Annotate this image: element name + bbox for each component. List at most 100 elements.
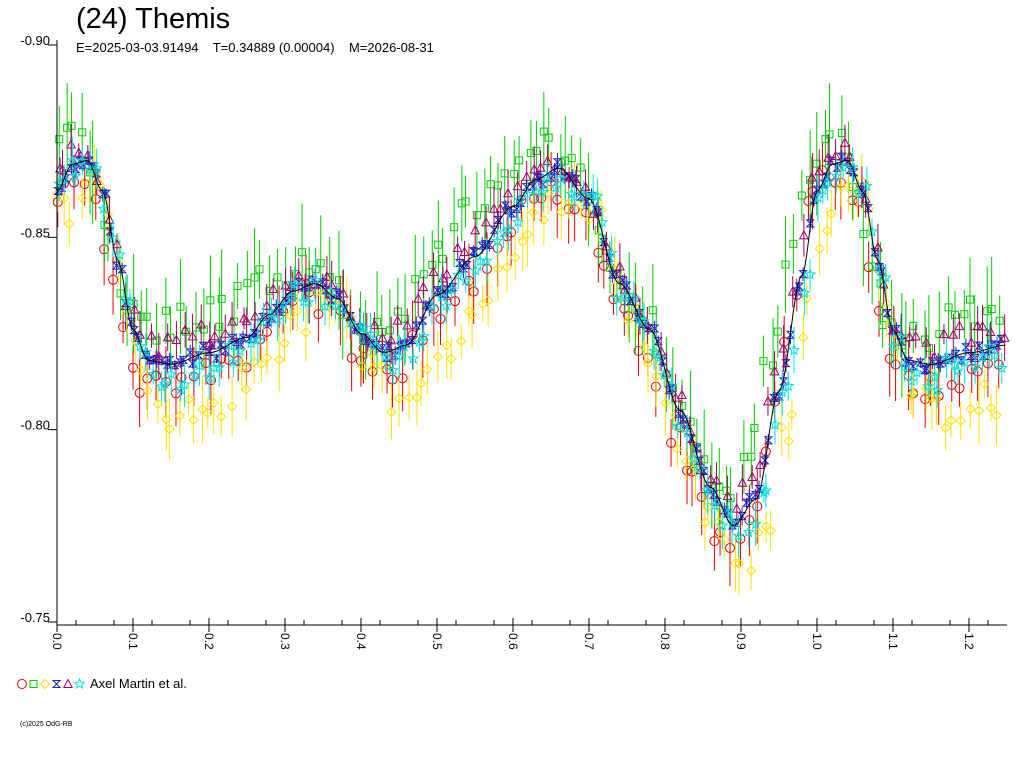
data-point <box>489 225 499 234</box>
data-point <box>860 179 873 192</box>
data-point <box>965 403 976 415</box>
data-point <box>801 293 813 304</box>
data-point <box>722 490 733 501</box>
data-point <box>787 343 800 356</box>
data-point <box>542 187 554 199</box>
data-point <box>650 371 662 382</box>
data-point <box>768 418 781 430</box>
data-point <box>377 344 388 353</box>
data-point <box>329 299 342 312</box>
data-point <box>969 360 982 373</box>
data-point <box>927 357 938 366</box>
data-point <box>392 314 403 325</box>
data-point <box>530 184 543 196</box>
data-point <box>666 384 676 393</box>
data-point <box>966 337 977 347</box>
data-point <box>787 286 798 296</box>
data-point <box>843 180 854 191</box>
data-point <box>273 273 282 282</box>
data-point <box>744 515 755 526</box>
legend-marker-6 <box>73 677 86 690</box>
data-point <box>965 295 974 304</box>
data-point <box>639 341 650 353</box>
data-point <box>116 289 125 298</box>
data-point <box>839 137 850 147</box>
data-point <box>797 191 806 200</box>
data-point <box>745 565 757 576</box>
data-point <box>111 238 123 249</box>
data-point <box>950 310 959 319</box>
data-point <box>64 218 75 230</box>
data-point <box>985 402 997 414</box>
data-point <box>250 310 261 321</box>
data-point <box>196 318 207 329</box>
data-point <box>446 353 457 365</box>
data-point <box>737 477 748 487</box>
data-point <box>480 254 493 267</box>
data-point <box>208 397 219 409</box>
data-point <box>459 246 470 256</box>
data-point <box>944 303 953 312</box>
legend-symbols <box>17 677 86 690</box>
data-point <box>165 367 178 380</box>
legend: Axel Martin et al. <box>16 675 187 693</box>
data-point <box>873 262 886 274</box>
data-point <box>66 138 77 149</box>
data-point <box>466 309 478 320</box>
data-point <box>512 180 523 191</box>
data-point <box>209 330 220 341</box>
data-point <box>825 208 837 219</box>
data-point <box>633 313 646 325</box>
data-point <box>142 312 151 321</box>
data-point <box>244 337 258 349</box>
x-tick-label: 0.9 <box>734 633 748 650</box>
data-point <box>581 197 592 206</box>
data-point <box>197 404 208 415</box>
data-point <box>393 349 406 362</box>
x-tick-label: 1.0 <box>810 633 824 650</box>
data-point <box>622 281 632 290</box>
y-tick-label: -0.75 <box>20 610 50 625</box>
data-point <box>387 374 398 385</box>
data-point <box>215 322 224 331</box>
data-point <box>356 360 368 372</box>
data-point <box>564 172 575 182</box>
data-point <box>513 193 526 206</box>
data-point <box>233 281 242 290</box>
data-point <box>452 242 463 252</box>
data-point <box>386 363 400 376</box>
data-point <box>681 455 692 467</box>
data-point <box>226 401 238 412</box>
data-point <box>954 320 965 331</box>
data-point <box>682 465 693 476</box>
data-point <box>171 334 182 344</box>
data-point <box>812 159 821 168</box>
chart-title: (24) Themis <box>76 3 231 35</box>
data-point <box>571 176 582 186</box>
data-point <box>211 354 222 363</box>
legend-marker-3 <box>39 678 51 690</box>
data-point <box>161 306 170 315</box>
data-point <box>696 491 707 502</box>
data-point <box>830 150 841 161</box>
copyright-notice: (c)2025 OdG-RB <box>20 721 73 728</box>
data-point <box>90 162 103 174</box>
data-point <box>203 371 216 383</box>
data-point <box>73 147 84 157</box>
data-point <box>158 377 171 389</box>
data-point <box>207 361 220 373</box>
data-point <box>313 309 324 320</box>
data-point <box>407 336 417 345</box>
data-point <box>905 374 918 387</box>
data-point <box>806 171 818 182</box>
data-point <box>999 332 1010 342</box>
data-point <box>492 263 504 274</box>
data-point <box>931 383 944 396</box>
data-point <box>612 270 623 282</box>
data-point <box>517 236 528 247</box>
data-point <box>422 364 433 375</box>
data-point <box>417 330 430 342</box>
data-point <box>469 264 482 276</box>
legend-marker-1 <box>17 679 27 689</box>
x-tick-label: 0.4 <box>354 633 368 650</box>
